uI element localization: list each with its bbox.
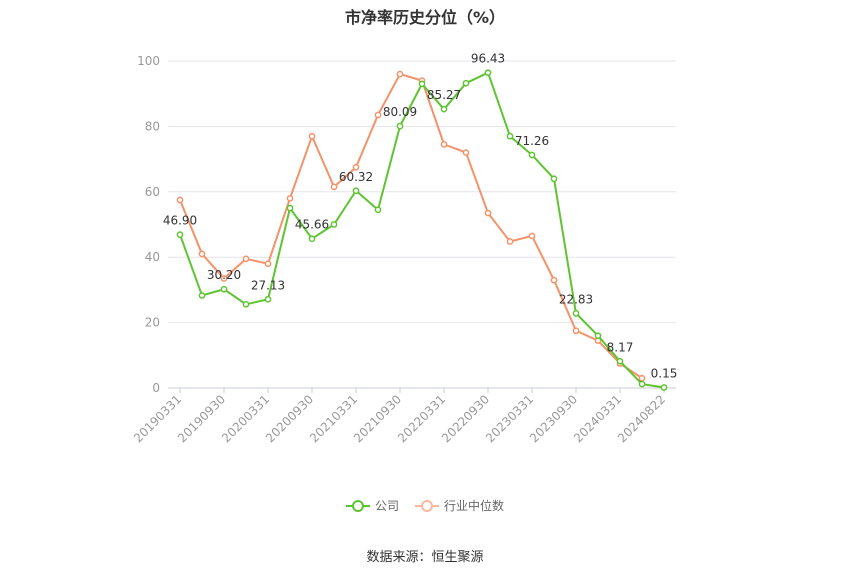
y-tick-label: 0 (152, 381, 160, 395)
data-point (330, 183, 338, 191)
data-label: 80.09 (383, 105, 417, 119)
data-point (264, 260, 272, 268)
data-label: 96.43 (471, 52, 505, 66)
data-point (660, 384, 668, 391)
data-label: 71.26 (515, 134, 549, 148)
data-label: 30.20 (207, 268, 241, 282)
chart-title: 市净率历史分位（%） (344, 8, 506, 27)
data-point (506, 132, 514, 140)
data-point (396, 70, 404, 78)
data-point (462, 79, 470, 87)
data-point (594, 332, 602, 340)
data-point (396, 122, 404, 130)
data-point (220, 285, 228, 293)
data-point (484, 69, 492, 77)
data-point (550, 175, 558, 183)
data-point (198, 292, 206, 299)
data-point (374, 206, 382, 214)
data-point (572, 309, 580, 317)
y-tick-label: 60 (145, 185, 160, 199)
series-line-0 (179, 71, 665, 389)
legend-company-label: 公司 (374, 499, 399, 513)
legend-industry-label: 行业中位数 (444, 499, 505, 513)
legend-company-swatch (345, 499, 370, 513)
data-point (242, 255, 250, 263)
data-point (528, 151, 536, 159)
y-tick-label: 40 (145, 250, 160, 264)
series-lines (176, 69, 668, 391)
data-point (176, 196, 184, 204)
data-point (308, 235, 316, 243)
x-tick-label: 20240822 (615, 392, 668, 445)
data-label: 0.15 (651, 367, 678, 381)
data-point (264, 295, 272, 303)
data-labels: 46.90 30.20 27.13 45.66 60.32 80.09 85.27 96.43… (163, 52, 678, 381)
data-point (374, 111, 382, 119)
data-point (528, 232, 536, 240)
data-point (352, 163, 360, 171)
legend-item-industry-median[interactable]: 行业中位数 (415, 497, 504, 514)
data-label: 85.27 (427, 88, 461, 102)
data-label: 46.90 (163, 214, 197, 228)
data-point (440, 105, 448, 113)
data-label: 22.83 (559, 292, 593, 306)
y-tick-label: 20 (145, 316, 160, 330)
legend-industry-swatch (415, 499, 439, 513)
legend: 公司 行业中位数 (0, 497, 850, 514)
grid-lines (168, 60, 676, 324)
data-label: 60.32 (339, 170, 373, 184)
data-point (242, 300, 250, 308)
data-label: 8.17 (607, 340, 634, 354)
data-point (352, 187, 360, 195)
legend-item-company[interactable]: 公司 (345, 497, 399, 514)
y-tick-label: 100 (137, 54, 160, 68)
data-point (462, 149, 470, 156)
data-point (286, 204, 294, 212)
data-source: 数据来源：恒生聚源 (366, 550, 484, 565)
data-point (638, 374, 646, 382)
data-point (440, 141, 448, 148)
data-point (330, 221, 338, 228)
data-point (506, 238, 514, 245)
data-point (638, 380, 646, 388)
data-point (308, 132, 316, 140)
data-label: 45.66 (295, 218, 329, 232)
series-line-1 (179, 72, 643, 380)
data-point (550, 276, 558, 284)
data-label: 27.13 (251, 278, 285, 292)
data-point (572, 327, 580, 335)
y-tick-label: 80 (145, 119, 160, 133)
data-point (418, 80, 426, 88)
data-point (286, 194, 294, 202)
data-point (176, 231, 184, 238)
data-point (198, 250, 206, 258)
data-point (616, 357, 624, 365)
line-chart: 0204060801002019033120190930202003312020… (131, 52, 678, 446)
data-point (220, 275, 228, 282)
data-point (484, 209, 492, 217)
